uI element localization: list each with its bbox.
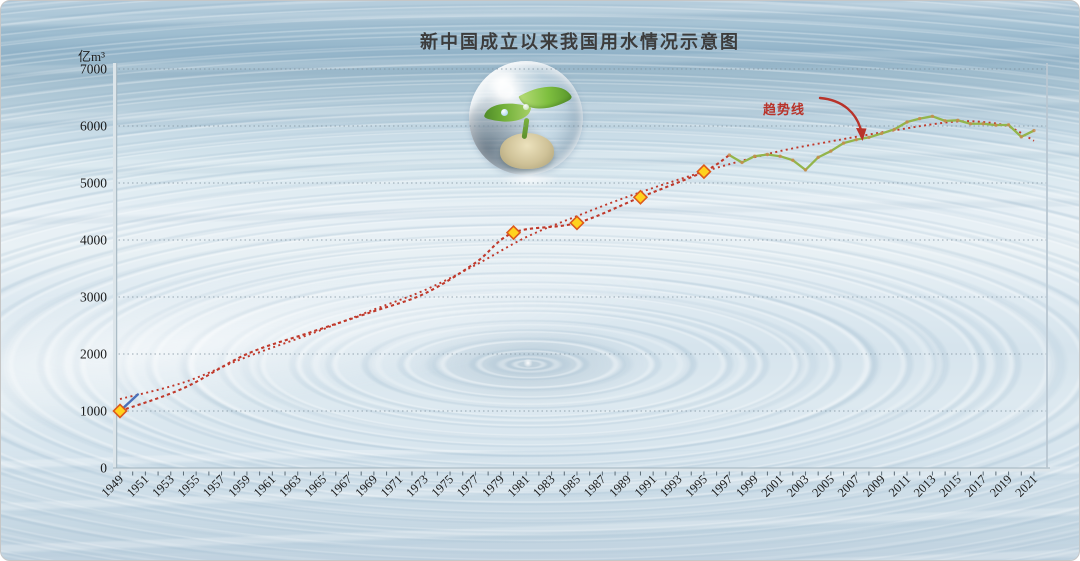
y-axis-tick-label: 1000 [80,404,107,419]
x-axis-tick-label: 2007 [835,472,863,500]
annual-usage-point [930,114,935,119]
annual-usage-point [968,122,973,126]
annual-usage-point [753,154,757,158]
x-axis-tick-label: 1993 [657,472,685,500]
annual-usage-point [956,118,960,123]
x-axis-tick-label: 1949 [99,472,127,500]
data-point-diamond-1980 [505,224,522,241]
trend-line-label: 趋势线 [763,102,806,117]
x-axis-tick-label: 2003 [784,472,812,500]
annual-usage-point [994,123,998,127]
annual-usage-point [918,116,922,121]
annual-usage-point [803,168,808,172]
x-axis-tick-label: 1955 [175,472,203,500]
x-axis-tick-label: 1979 [479,472,507,500]
x-axis-tick-label: 2015 [936,472,964,500]
x-axis-tick-label: 1971 [378,472,406,500]
x-axis-tick-label: 1991 [632,472,660,500]
x-axis-tick-label: 2013 [911,472,939,500]
annual-usage-point [816,155,820,160]
annual-usage-point [981,122,985,126]
x-axis-wall [113,468,1050,472]
annual-usage-point [905,120,909,124]
annual-usage-point [1019,135,1023,139]
x-axis-tick-label: 1963 [276,472,304,500]
annual-usage-line [728,115,1035,172]
y-axis-tick-label: 6000 [80,119,107,134]
y-axis-tick-label: 7000 [80,62,107,77]
annual-usage-point [892,127,897,132]
data-point-diamond-1949 [112,403,128,419]
y-axis-tick-label: 4000 [80,233,107,248]
x-axis-tick-label: 1989 [606,472,634,500]
data-point-diamond-1995 [696,163,712,180]
x-axis-tick-label: 1975 [429,472,457,500]
plant-bubble-illustration [469,61,583,175]
y-axis-wall [113,63,117,469]
annual-usage-point [854,137,858,142]
chart-title: 新中国成立以来我国用水情况示意图 [420,32,740,52]
annual-usage-point [778,154,782,158]
x-axis-tick-label: 1997 [708,472,736,500]
x-axis-tick-label: 1985 [556,472,584,500]
annual-usage-point [879,131,884,136]
water-droplet-icon [501,109,508,116]
x-axis-tick-label: 1981 [505,472,533,500]
x-axis-tick-label: 2021 [1013,472,1041,500]
x-axis-tick-label: 2011 [886,472,913,499]
x-axis-tick-label: 1983 [530,472,558,500]
x-axis-tick-label: 1999 [733,472,761,500]
x-axis-tick-label: 2009 [860,472,888,500]
annual-usage-point [1032,128,1036,133]
annual-usage-point [841,141,846,145]
x-axis-tick-label: 1973 [403,472,431,500]
trend-label-arrowhead [856,128,867,141]
x-axis-tick-label: 1967 [327,472,355,500]
y-axis-tick-label: 5000 [80,176,107,191]
data-point-diamond-1985 [569,215,585,231]
x-axis-tick-label: 1965 [302,472,330,500]
annual-usage-point [740,160,744,165]
annual-usage-point [867,135,871,140]
sand-mound [500,133,554,169]
x-axis-tick-label: 1977 [454,472,482,500]
mini-bubble-icon [523,104,529,110]
annual-usage-point [765,152,770,157]
trend-label-arrow [818,96,863,134]
x-axis-tick-label: 1961 [251,472,279,500]
annual-usage-point [727,153,732,157]
x-axis-tick-label: 1951 [124,472,152,500]
x-axis-tick-label: 1987 [581,472,609,500]
x-axis-tick-label: 2019 [987,472,1015,500]
x-axis-tick-label: 1959 [225,472,253,500]
x-axis-tick-label: 1969 [352,472,380,500]
x-axis-tick-label: 1995 [682,472,710,500]
y-axis-tick-label: 2000 [80,347,107,362]
y-axis-tick-label: 3000 [80,290,107,305]
annual-usage-point [829,149,833,153]
x-axis-tick-label: 2005 [809,472,837,500]
annual-usage-point [791,158,795,162]
annual-usage-point [1006,123,1011,127]
x-axis-tick-label: 1953 [149,472,177,500]
trend-line [119,120,1035,400]
y-axis-tick-label: 0 [100,461,107,476]
x-axis-tick-label: 2017 [962,472,990,500]
x-axis-tick-label: 2001 [759,472,787,500]
y-axis-unit-label: 亿m³ [77,49,105,64]
annual-usage-point [943,119,947,123]
x-axis-tick-label: 1957 [200,472,228,500]
data-point-diamond-1990 [632,189,649,205]
